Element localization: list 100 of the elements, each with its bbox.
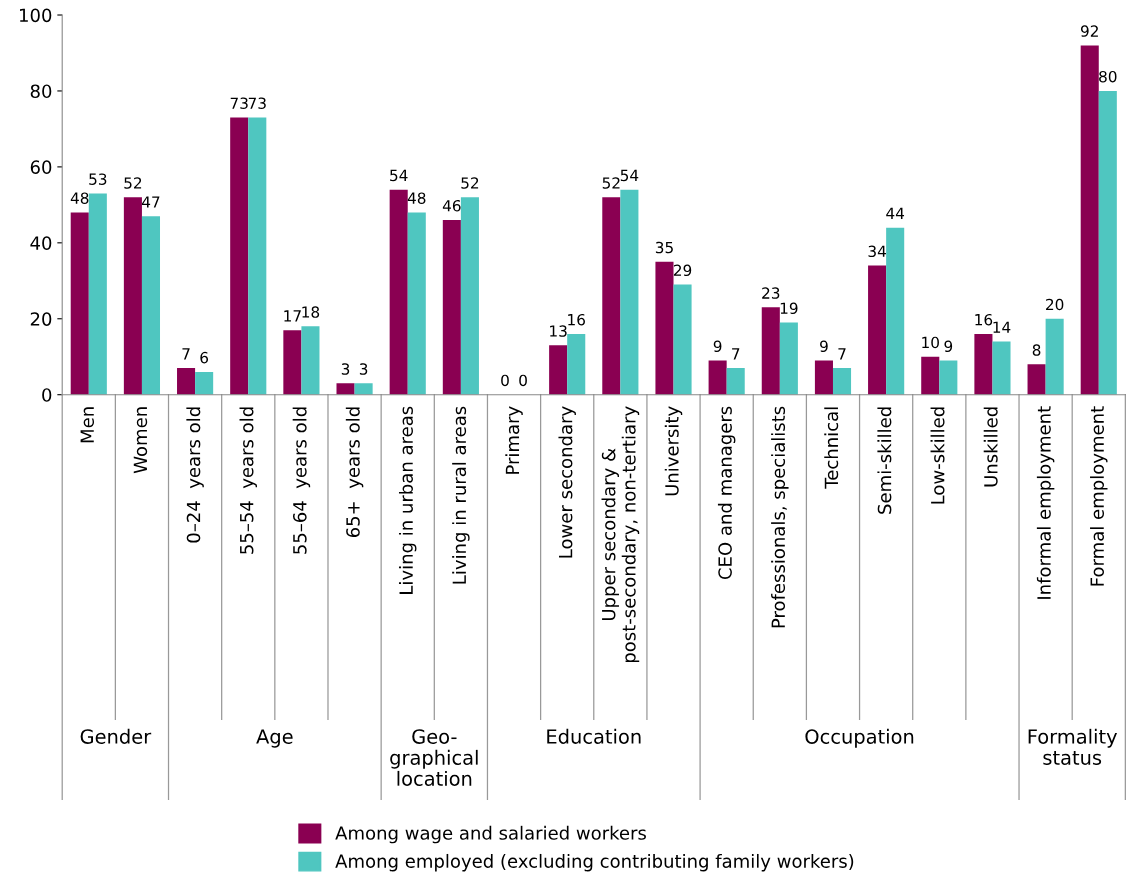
data-label: 29	[673, 264, 692, 277]
data-label: 44	[886, 207, 905, 219]
x-tick-label: Professionals, specialists	[771, 406, 789, 628]
bar	[549, 345, 568, 395]
y-tick-label: 20	[30, 312, 52, 326]
bar	[974, 333, 993, 395]
data-label: 9	[944, 340, 953, 353]
x-tick-label: Women	[133, 407, 148, 474]
data-label: 14	[993, 321, 1011, 333]
data-label: 16	[975, 313, 993, 326]
x-tick-label: 65+ years old	[345, 407, 364, 538]
data-label: 35	[655, 241, 673, 254]
data-label: 48	[70, 192, 89, 204]
data-label: 17	[284, 310, 301, 322]
x-tick-label: Men	[80, 407, 95, 443]
bar	[1045, 318, 1064, 395]
bar	[442, 220, 461, 395]
bar	[620, 189, 639, 395]
data-label: 19	[780, 302, 798, 315]
x-tick-label: 0–24 years old	[186, 407, 204, 543]
bar	[1080, 45, 1099, 395]
text: Formality status	[1028, 728, 1118, 765]
data-label: 52	[602, 177, 620, 189]
y-tick-label: 0	[42, 388, 52, 402]
data-label: 8	[1032, 344, 1041, 356]
data-label: 80	[1099, 70, 1117, 83]
bar	[567, 333, 586, 395]
data-label: 47	[142, 196, 160, 208]
text: Education	[547, 728, 641, 744]
data-label: 54	[620, 169, 639, 182]
x-tick-label: Living in urban areas	[398, 406, 417, 594]
bar	[407, 212, 426, 395]
text: Occupation	[805, 728, 914, 748]
data-label: 52	[461, 177, 479, 189]
text: Geo- graphical location	[390, 729, 478, 786]
bar	[814, 360, 833, 395]
data-label: 7	[838, 348, 846, 360]
bar	[602, 197, 621, 395]
data-label: 10	[922, 336, 939, 349]
bar	[248, 117, 267, 395]
text: Gender	[80, 728, 152, 744]
y-tick-label: 100	[20, 8, 52, 23]
bar	[141, 216, 161, 395]
bar	[230, 117, 249, 395]
y-tick-label: 40	[30, 236, 52, 250]
bar	[921, 356, 940, 395]
x-tick-label: Technical	[824, 407, 839, 489]
data-label: 16	[568, 313, 585, 326]
bar	[195, 371, 214, 395]
data-label: 20	[1046, 298, 1064, 311]
data-label: 7	[182, 348, 190, 360]
bar	[832, 368, 852, 395]
bar	[283, 330, 302, 395]
bar	[1098, 90, 1117, 395]
bar	[123, 197, 142, 395]
data-label: 0	[501, 374, 509, 387]
x-tick-label: 55–54 years old	[239, 407, 257, 554]
bar	[673, 284, 692, 395]
data-label: 92	[1080, 25, 1098, 37]
bar	[708, 360, 727, 395]
x-tick-label: Upper secondary & post-secondary, non-tertiary	[601, 406, 640, 663]
bar	[726, 368, 745, 395]
data-label: 3	[341, 363, 350, 375]
data-label: 13	[550, 325, 567, 337]
data-label: 34	[868, 245, 886, 258]
bar	[177, 368, 196, 395]
bar	[761, 307, 780, 395]
bar	[354, 383, 373, 395]
text: Age	[256, 729, 293, 748]
bar	[868, 265, 887, 395]
data-label: 6	[200, 351, 209, 364]
legend-label: Among employed (excluding contributing family workers)	[335, 853, 854, 872]
data-label: 7	[732, 348, 740, 360]
bar	[992, 341, 1011, 395]
data-label: 3	[359, 363, 368, 375]
x-tick-label: Living in rural areas	[452, 406, 470, 584]
data-label: 23	[762, 287, 780, 299]
bar	[939, 360, 958, 395]
x-tick-label: Primary	[505, 406, 523, 474]
bar	[886, 227, 905, 395]
bar	[460, 197, 479, 395]
bar	[88, 193, 107, 395]
data-label: 9	[820, 340, 828, 353]
data-label: 9	[713, 340, 722, 353]
x-tick-label: Semi-skilled	[877, 407, 892, 514]
data-label: 18	[302, 306, 320, 318]
y-tick-label: 80	[30, 84, 52, 99]
bar	[1027, 364, 1046, 395]
bar	[301, 326, 320, 395]
legend-label: Among wage and salaried workers	[335, 825, 646, 844]
bar	[336, 383, 355, 395]
data-label: 54	[390, 169, 408, 182]
x-tick-label: CEO and managers	[717, 406, 736, 580]
x-tick-label: University	[664, 406, 683, 496]
y-tick-label: 60	[30, 160, 52, 174]
x-tick-label: Informal employment	[1036, 406, 1055, 599]
x-tick-label: 55–64 years old	[292, 407, 311, 554]
data-label: 0	[519, 374, 527, 387]
x-tick-label: Unskilled	[983, 407, 998, 487]
x-tick-label: Low-skilled	[930, 407, 945, 504]
